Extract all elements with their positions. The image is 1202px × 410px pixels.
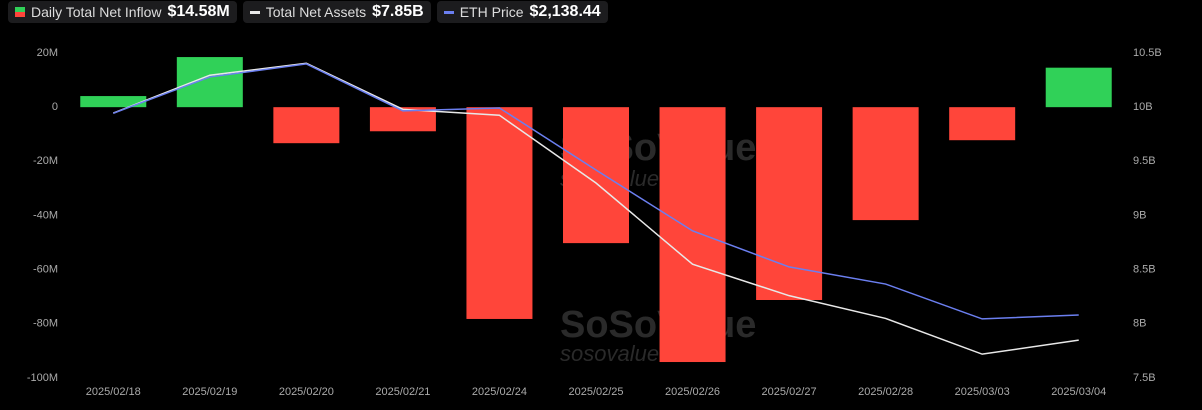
bar <box>659 107 726 363</box>
x-tick-label: 2025/03/04 <box>1051 386 1106 398</box>
legend-icon <box>443 10 454 14</box>
legend-value: $7.85B <box>372 3 424 20</box>
x-tick-label: 2025/02/28 <box>858 386 913 398</box>
x-tick-label: 2025/02/21 <box>375 386 430 398</box>
legend-icon <box>15 7 25 17</box>
y2-tick-label: 10B <box>1133 101 1153 113</box>
legend: Daily Total Net Inflow $14.58M Total Net A… <box>8 1 608 23</box>
legend-value: $14.58M <box>167 3 230 20</box>
line <box>112 62 1079 355</box>
line <box>113 63 1079 320</box>
x-tick-label: 2025/02/24 <box>472 386 527 398</box>
bar <box>80 96 147 108</box>
y-tick-label: -40M <box>33 209 58 221</box>
x-tick-label: 2025/02/25 <box>568 386 623 398</box>
bar <box>466 107 533 319</box>
x-tick-label: 2025/02/18 <box>86 386 141 398</box>
y-tick-label: -100M <box>27 372 58 384</box>
bar <box>176 57 243 108</box>
bar <box>756 107 823 301</box>
legend-value: $2,138.44 <box>529 3 601 20</box>
y-tick-label: 20M <box>37 47 58 59</box>
x-tick-label: 2025/02/26 <box>665 386 720 398</box>
x-tick-label: 2025/03/03 <box>955 386 1010 398</box>
y2-tick-label: 10.5B <box>1133 47 1162 59</box>
watermark: SoSoValue <box>560 304 756 346</box>
legend-item: Daily Total Net Inflow $14.58M <box>8 1 237 23</box>
x-tick-label: 2025/02/20 <box>279 386 334 398</box>
legend-name: ETH Price <box>459 4 524 20</box>
bar <box>852 107 919 221</box>
bar <box>563 107 629 244</box>
y2-tick-label: 9.5B <box>1133 155 1156 167</box>
y2-tick-label: 9B <box>1133 209 1146 221</box>
legend-name: Total Net Assets <box>265 4 367 20</box>
y-tick-label: -80M <box>33 318 58 330</box>
y-tick-label: -60M <box>33 264 58 276</box>
bar <box>1045 67 1112 108</box>
bar <box>273 107 340 144</box>
legend-item: ETH Price $2,138.44 <box>436 1 608 23</box>
y-tick-label: -20M <box>33 155 58 167</box>
legend-name: Daily Total Net Inflow <box>31 4 162 20</box>
legend-item: Total Net Assets $7.85B <box>242 1 431 23</box>
x-tick-label: 2025/02/19 <box>182 386 237 398</box>
bar <box>949 107 1016 141</box>
y2-tick-label: 8B <box>1133 318 1146 330</box>
x-tick-label: 2025/02/27 <box>762 386 817 398</box>
legend-icon <box>249 10 260 14</box>
y2-tick-label: 8.5B <box>1133 264 1156 276</box>
y2-tick-label: 7.5B <box>1133 372 1156 384</box>
y-tick-label: 0 <box>52 101 58 113</box>
watermark-sub: sosovalue. <box>560 341 665 366</box>
